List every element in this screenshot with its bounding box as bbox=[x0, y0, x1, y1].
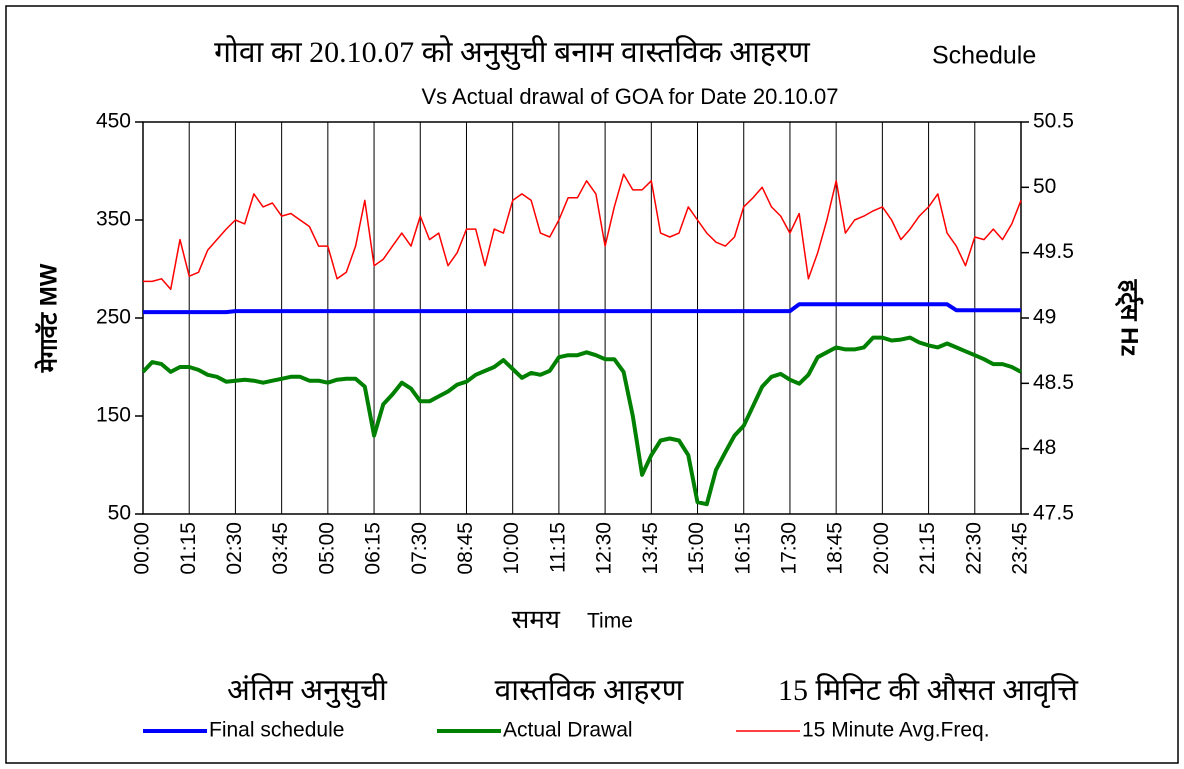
series-line bbox=[143, 302, 1021, 315]
x-tick-label: 16:15 bbox=[731, 522, 754, 575]
y-tick-label: 350 bbox=[96, 208, 131, 231]
y2-tick-label: 48 bbox=[1033, 436, 1056, 459]
x-axis-label-hindi: समय bbox=[512, 605, 561, 634]
x-axis-label: Time bbox=[587, 610, 633, 633]
x-tick-label: 02:30 bbox=[223, 522, 246, 575]
y2-axis-label: हर्ट्स Hz bbox=[1114, 278, 1143, 356]
y-tick-label: 250 bbox=[96, 306, 131, 329]
y2-tick-label: 47.5 bbox=[1033, 502, 1074, 525]
x-tick-label: 12:30 bbox=[593, 522, 616, 575]
x-tick-label: 13:45 bbox=[639, 522, 662, 575]
x-tick-label: 18:45 bbox=[824, 522, 847, 575]
x-tick-label: 22:30 bbox=[962, 522, 985, 575]
y2-tick-label: 49.5 bbox=[1033, 240, 1074, 263]
y-tick-label: 50 bbox=[108, 502, 131, 525]
legend-label-hindi: अंतिम अनुसुची bbox=[227, 673, 388, 709]
series-line bbox=[143, 173, 1022, 291]
x-tick-label: 11:15 bbox=[546, 522, 569, 573]
x-tick-label: 20:00 bbox=[870, 522, 893, 575]
y2-tick-label: 48.5 bbox=[1033, 371, 1074, 394]
y2-tick-label: 49 bbox=[1033, 306, 1056, 329]
x-tick-label: 01:15 bbox=[177, 522, 200, 575]
x-tick-label: 00:00 bbox=[131, 522, 154, 575]
y-tick-label: 450 bbox=[96, 110, 131, 133]
x-tick-label: 03:45 bbox=[269, 522, 292, 575]
x-tick-label: 21:15 bbox=[916, 522, 939, 575]
legend-label: 15 Minute Avg.Freq. bbox=[802, 719, 990, 742]
x-tick-label: 06:15 bbox=[362, 522, 385, 575]
chart-title-end: Schedule bbox=[932, 42, 1036, 70]
x-tick-label: 10:00 bbox=[500, 522, 523, 575]
legend-label-hindi: वास्तविक आहरण bbox=[495, 673, 685, 707]
x-tick-label: 05:00 bbox=[315, 522, 338, 575]
x-tick-label: 23:45 bbox=[1009, 522, 1032, 575]
x-tick-label: 07:30 bbox=[408, 522, 431, 575]
x-tick-label: 15:00 bbox=[685, 522, 708, 575]
chart-subtitle: Vs Actual drawal of GOA for Date 20.10.0… bbox=[421, 84, 838, 109]
legend-label-hindi: 15 मिनिट की औसत आवृत्ति bbox=[778, 673, 1079, 709]
chart-title: गोवा का 20.10.07 को अनुसुची बनाम वास्तवि… bbox=[214, 35, 811, 71]
legend-label: Actual Drawal bbox=[503, 719, 633, 742]
frame bbox=[5, 5, 1179, 764]
legend-label: Final schedule bbox=[209, 719, 344, 742]
x-tick-label: 08:45 bbox=[454, 522, 477, 575]
series-line bbox=[141, 335, 1022, 507]
y2-tick-label: 50 bbox=[1033, 175, 1056, 198]
y-tick-label: 150 bbox=[96, 404, 131, 427]
y-axis-label: मेगावॅट MW bbox=[34, 263, 62, 373]
x-tick-label: 17:30 bbox=[777, 522, 800, 575]
y2-tick-label: 50.5 bbox=[1033, 110, 1074, 133]
